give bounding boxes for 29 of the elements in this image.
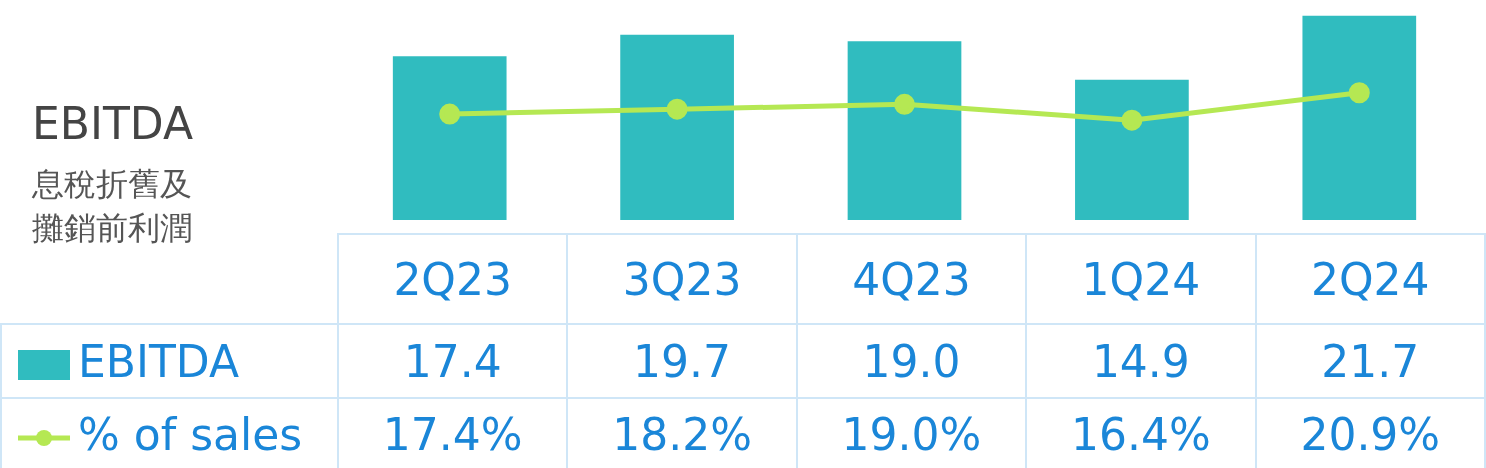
- data-label: 14.9: [1026, 324, 1256, 398]
- bar: [620, 34, 734, 220]
- point: [666, 98, 688, 120]
- x-tick-label: 2Q24: [1255, 234, 1485, 324]
- data-label: 17.4: [338, 324, 568, 398]
- x-tick-label: 3Q23: [567, 234, 797, 324]
- bar: [1302, 15, 1417, 220]
- data-label: 20.9%: [1255, 398, 1485, 468]
- data-label: 17.4%: [338, 398, 568, 468]
- data-label: 18.2%: [567, 398, 797, 468]
- bar: [392, 56, 507, 220]
- bar: [1075, 79, 1189, 220]
- point: [439, 103, 461, 125]
- point: [894, 93, 915, 115]
- x-tick-label: 1Q24: [1026, 234, 1256, 324]
- legend-label: EBITDA: [78, 335, 240, 387]
- x-tick-label: 2Q23: [338, 234, 568, 324]
- text: 息稅折舊及攤銷前利潤: [32, 164, 193, 249]
- data-label: 21.7: [1255, 324, 1485, 398]
- bar: [847, 41, 962, 220]
- data-label: 19.0: [796, 324, 1027, 398]
- data-label: 16.4%: [1026, 398, 1256, 468]
- data-label: 19.7: [567, 324, 797, 398]
- text: EBITDA: [32, 98, 194, 149]
- legend-label: % of sales: [78, 408, 303, 460]
- point: [1348, 82, 1370, 104]
- data-label: 19.0%: [796, 398, 1027, 468]
- x-tick-label: 4Q23: [796, 234, 1027, 324]
- point: [1121, 109, 1143, 131]
